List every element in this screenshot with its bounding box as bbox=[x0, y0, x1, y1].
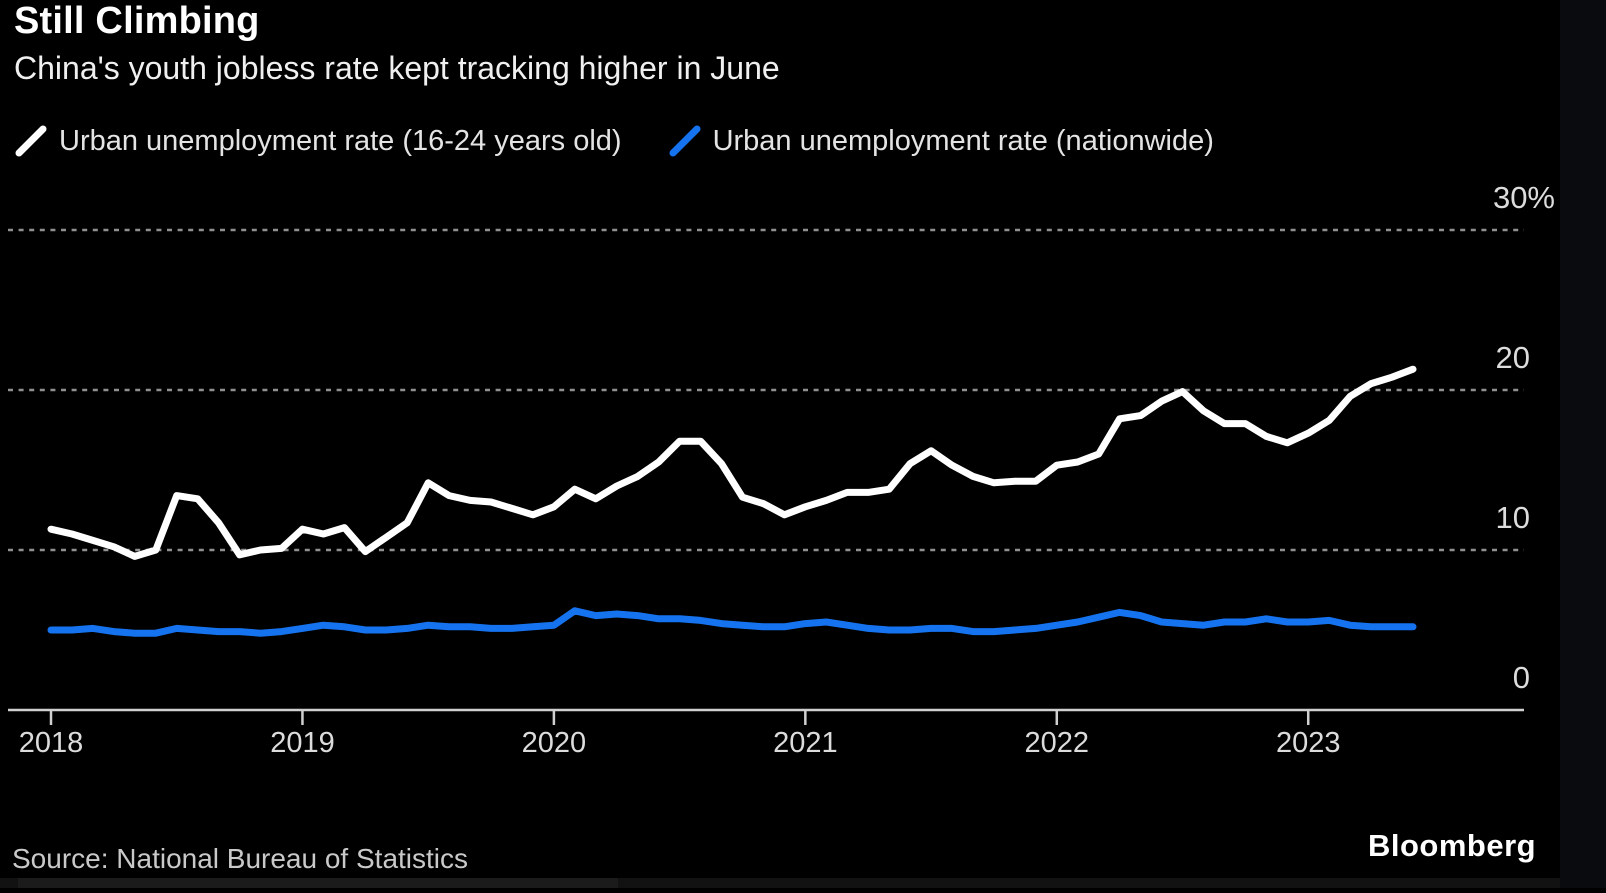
cropped-ui-artifact-block bbox=[18, 878, 618, 888]
x-axis-label-2021: 2021 bbox=[773, 727, 838, 759]
page-title: Still Climbing bbox=[14, 0, 260, 42]
y-axis-label-30%: 30% bbox=[1493, 180, 1555, 215]
page-subtitle: China's youth jobless rate kept tracking… bbox=[14, 50, 780, 86]
x-axis-label-2022: 2022 bbox=[1025, 727, 1090, 759]
legend-label-nationwide: Urban unemployment rate (nationwide) bbox=[712, 124, 1214, 157]
legend-item-youth: Urban unemployment rate (16-24 years old… bbox=[14, 124, 622, 158]
legend-item-nationwide: Urban unemployment rate (nationwide) bbox=[668, 124, 1214, 158]
x-axis-label-2018: 2018 bbox=[19, 727, 84, 759]
right-edge-strip bbox=[1560, 0, 1606, 888]
x-axis-label-2023: 2023 bbox=[1276, 727, 1341, 759]
cropped-ui-artifact bbox=[0, 878, 1606, 888]
x-axis-label-2019: 2019 bbox=[270, 727, 335, 759]
blue-slash-line-icon bbox=[669, 125, 701, 157]
x-axis-label-2020: 2020 bbox=[522, 727, 587, 759]
source-text: Source: National Bureau of Statistics bbox=[12, 843, 469, 874]
y-axis-label-20: 20 bbox=[1496, 340, 1530, 375]
y-axis-label-10: 10 bbox=[1496, 500, 1530, 535]
legend: Urban unemployment rate (16-24 years old… bbox=[14, 124, 1214, 158]
nationwide-series-line bbox=[47, 607, 1417, 637]
youth-series-line bbox=[47, 365, 1417, 560]
y-axis-label-0: 0 bbox=[1513, 660, 1530, 695]
white-slash-line-icon bbox=[15, 125, 47, 157]
legend-label-youth: Urban unemployment rate (16-24 years old… bbox=[59, 124, 622, 157]
bloomberg-logo: Bloomberg bbox=[1368, 828, 1537, 863]
